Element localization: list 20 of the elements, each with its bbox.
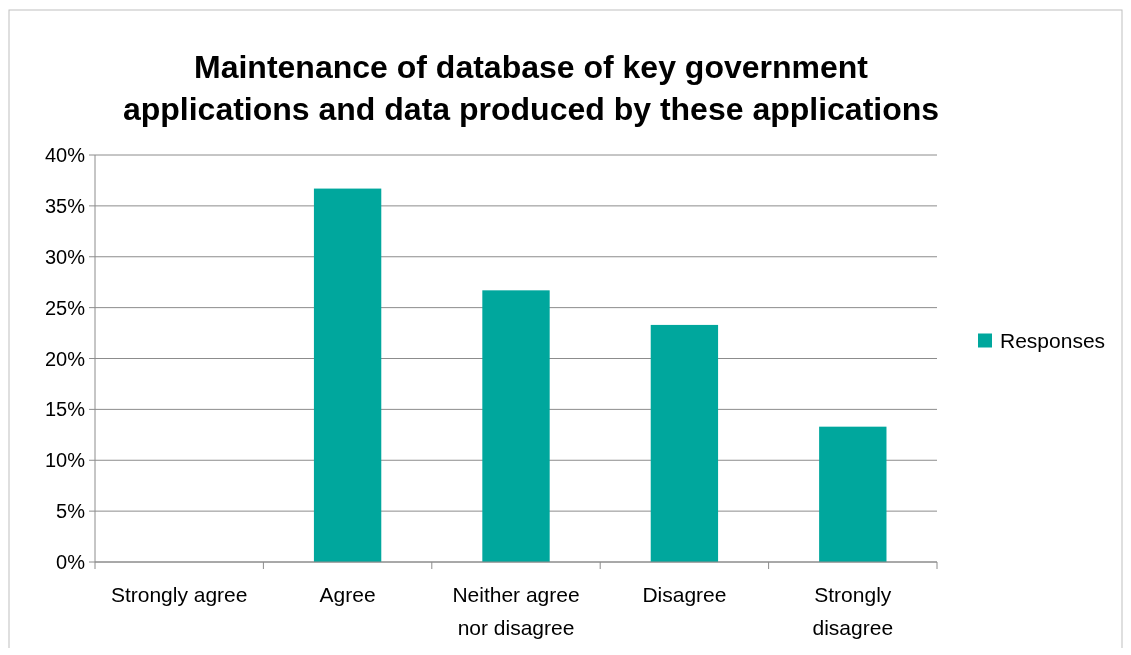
x-tick-label: Strongly disagree	[812, 583, 894, 639]
bar	[482, 290, 550, 562]
y-tick-label: 5%	[56, 500, 86, 523]
y-tick-label: 30%	[44, 245, 86, 268]
chart-title: Maintenance of database of key government applications and data produced by these applications	[122, 49, 940, 127]
y-tick-label: 25%	[44, 296, 86, 319]
x-tick-label: Neither agree nor disagree	[452, 583, 580, 639]
y-tick-label: 15%	[44, 398, 86, 421]
y-tick-label: 10%	[44, 449, 86, 472]
y-tick-label: 40%	[44, 144, 86, 166]
bar	[313, 188, 382, 562]
bar	[650, 324, 719, 562]
legend-label: Responses	[1000, 328, 1106, 352]
y-tick-label: 35%	[44, 194, 86, 217]
y-tick-label: 0%	[56, 551, 86, 573]
y-tick-label: 20%	[44, 347, 86, 370]
x-tick-label: Disagree	[642, 583, 727, 606]
bar	[819, 426, 887, 562]
x-tick-label: Strongly agree	[110, 583, 248, 606]
x-tick-label: Agree	[319, 583, 376, 606]
